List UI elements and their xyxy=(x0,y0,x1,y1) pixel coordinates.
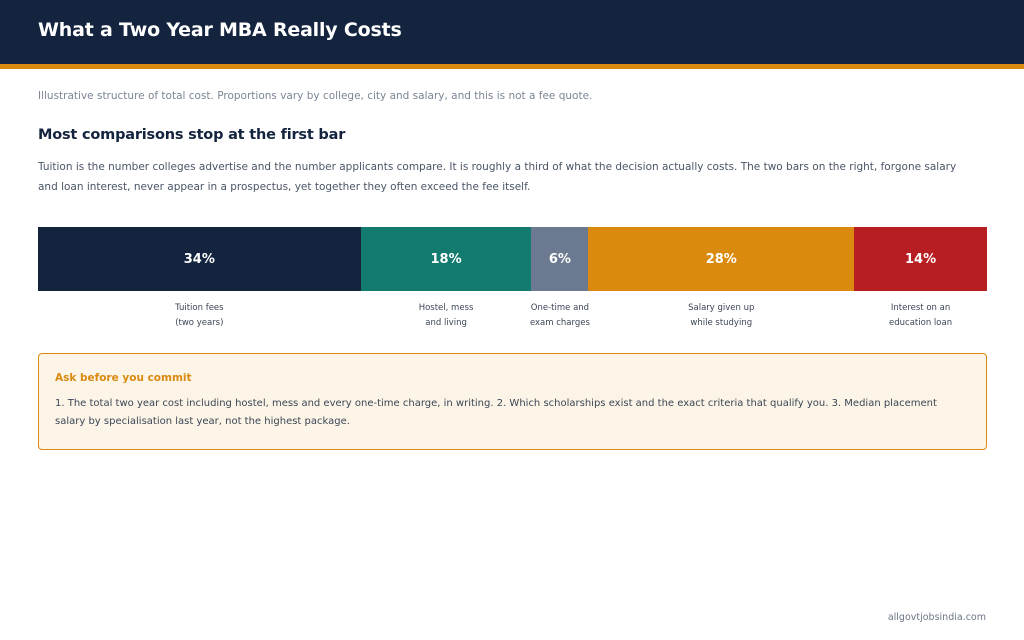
page-title: What a Two Year MBA Really Costs xyxy=(38,19,402,41)
bar-category-label-1: Tuition fees (two years) xyxy=(175,303,224,328)
bar-segment-5: 14% xyxy=(854,227,987,291)
callout-body: 1. The total two year cost including hos… xyxy=(55,398,937,427)
bar-value-label-3: 6% xyxy=(548,251,571,267)
segment-labels: Tuition fees (two years) Hostel, mess and… xyxy=(38,301,987,337)
section-body: Tuition is the number colleges advertise… xyxy=(38,161,957,193)
bar-value-label-2: 18% xyxy=(430,251,462,267)
bar-segment-3: 6% xyxy=(531,227,589,291)
callout-box: Ask before you commit 1. The total two y… xyxy=(38,353,987,450)
stacked-cost-bar: 34% 18% 6% 28% 14% xyxy=(38,227,987,291)
bar-category-label-4: Salary given up while studying xyxy=(688,303,755,328)
callout-title: Ask before you commit xyxy=(55,372,192,384)
bar-segment-1: 34% xyxy=(38,227,361,291)
disclaimer-text: Illustrative structure of total cost. Pr… xyxy=(38,90,593,102)
bar-value-label-1: 34% xyxy=(183,251,215,267)
bar-segment-2: 18% xyxy=(360,227,532,291)
bar-segment-4: 28% xyxy=(588,227,855,291)
header-accent-rule xyxy=(0,64,1024,69)
bar-category-label-2: Hostel, mess and living xyxy=(418,303,474,328)
bar-value-label-5: 14% xyxy=(904,251,937,267)
bar-category-label-5: Interest on an education loan xyxy=(889,303,953,328)
bar-value-label-4: 28% xyxy=(705,251,737,267)
header-bar: What a Two Year MBA Really Costs xyxy=(0,0,1024,64)
section-title: Most comparisons stop at the first bar xyxy=(38,127,346,143)
bar-category-label-3: One-time and exam charges xyxy=(529,303,590,328)
footer-source: allgovtjobsindia.com xyxy=(887,612,986,623)
